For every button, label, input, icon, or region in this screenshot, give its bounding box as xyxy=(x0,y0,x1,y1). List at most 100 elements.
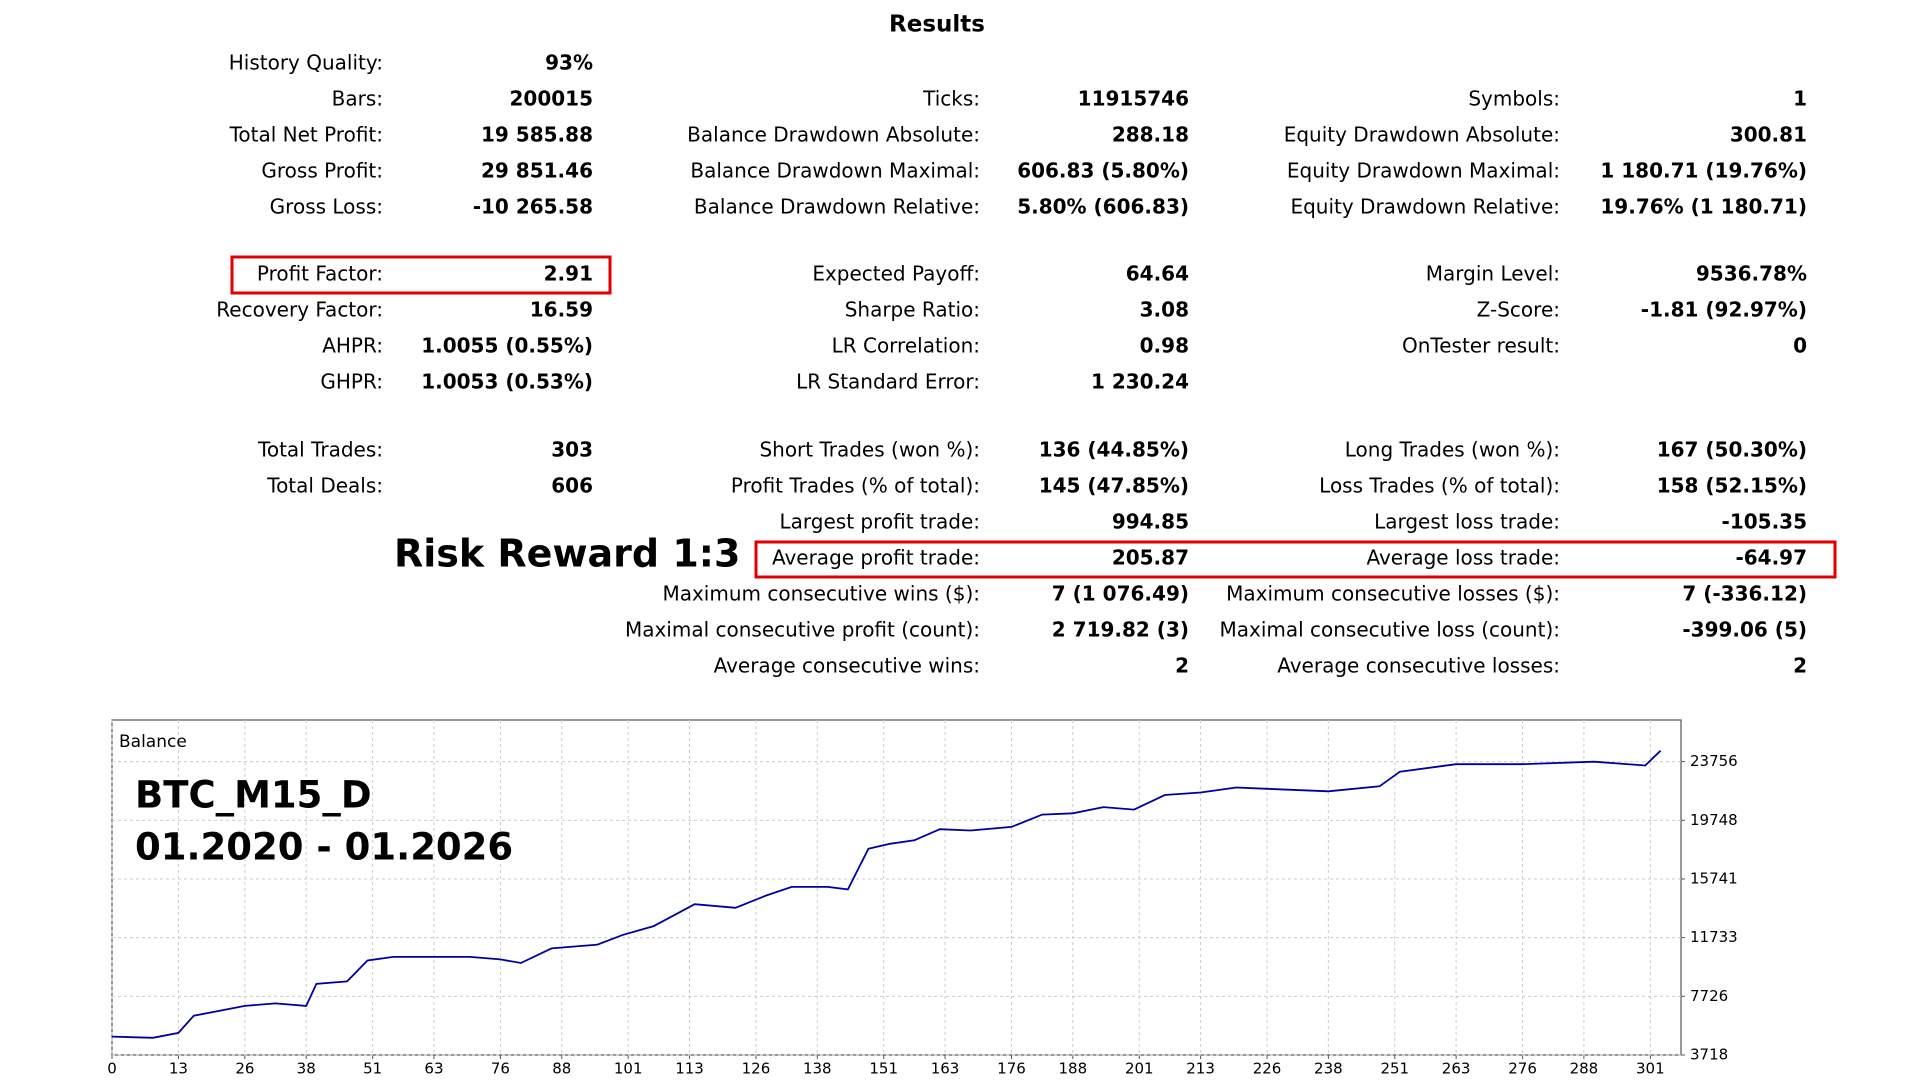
stat-value: 29 851.46 xyxy=(481,159,593,183)
stat-label: Short Trades (won %): xyxy=(759,438,980,462)
x-tick-label: 163 xyxy=(931,1060,960,1078)
y-tick-label: 11733 xyxy=(1690,928,1738,946)
x-tick-label: 126 xyxy=(742,1060,771,1078)
stat-value: 11915746 xyxy=(1078,87,1189,111)
stat-value: 16.59 xyxy=(530,298,593,322)
x-tick-label: 63 xyxy=(424,1060,443,1078)
stat-value: 3.08 xyxy=(1140,298,1189,322)
stat-value: 2 719.82 (3) xyxy=(1052,618,1189,642)
stat-label: AHPR: xyxy=(322,334,383,358)
stat-value: 2 xyxy=(1175,654,1189,678)
x-tick-label: 151 xyxy=(869,1060,898,1078)
stat-label: Margin Level: xyxy=(1426,262,1560,286)
stat-label: Expected Payoff: xyxy=(812,262,980,286)
y-tick-label: 3718 xyxy=(1690,1046,1728,1064)
x-tick-label: 226 xyxy=(1253,1060,1282,1078)
chart-annotation: 01.2020 - 01.2026 xyxy=(135,826,513,869)
x-tick-label: 288 xyxy=(1570,1060,1599,1078)
stat-label: Long Trades (won %): xyxy=(1345,438,1560,462)
stat-value: 205.87 xyxy=(1112,546,1189,570)
x-tick-label: 238 xyxy=(1314,1060,1343,1078)
stat-value: 1 180.71 (19.76%) xyxy=(1600,159,1807,183)
x-tick-label: 38 xyxy=(297,1060,316,1078)
stat-value: 2.91 xyxy=(544,262,593,286)
stat-label: Symbols: xyxy=(1468,87,1560,111)
stat-value: 0.98 xyxy=(1140,334,1189,358)
x-tick-label: 76 xyxy=(491,1060,510,1078)
stat-label: Largest profit trade: xyxy=(780,510,980,534)
stat-value: 300.81 xyxy=(1730,123,1807,147)
x-tick-label: 13 xyxy=(169,1060,188,1078)
x-tick-label: 51 xyxy=(363,1060,382,1078)
stat-label: Average loss trade: xyxy=(1366,546,1560,570)
stat-label: Equity Drawdown Absolute: xyxy=(1284,123,1560,147)
stat-label: Total Trades: xyxy=(257,438,383,462)
stat-label: Equity Drawdown Relative: xyxy=(1290,195,1560,219)
stat-value: -1.81 (92.97%) xyxy=(1641,298,1807,322)
stat-value: 200015 xyxy=(510,87,594,111)
stat-value: 19.76% (1 180.71) xyxy=(1600,195,1807,219)
stat-label: Average consecutive wins: xyxy=(714,654,980,678)
stat-label: Gross Loss: xyxy=(270,195,383,219)
stat-value: 1.0053 (0.53%) xyxy=(421,370,593,394)
results-title: Results xyxy=(889,12,985,38)
stat-value: 5.80% (606.83) xyxy=(1017,195,1189,219)
stat-label: History Quality: xyxy=(229,51,383,75)
stat-label: Maximum consecutive wins ($): xyxy=(662,582,980,606)
stat-value: 7 (-336.12) xyxy=(1682,582,1807,606)
stat-value: 994.85 xyxy=(1112,510,1189,534)
stat-value: -64.97 xyxy=(1735,546,1807,570)
stat-value: 167 (50.30%) xyxy=(1657,438,1807,462)
stat-label: LR Standard Error: xyxy=(796,370,980,394)
chart-frame xyxy=(111,719,1682,1056)
stat-value: 19 585.88 xyxy=(481,123,593,147)
stat-label: Equity Drawdown Maximal: xyxy=(1287,159,1560,183)
stat-value: 136 (44.85%) xyxy=(1039,438,1189,462)
x-tick-label: 113 xyxy=(675,1060,704,1078)
stat-value: 9536.78% xyxy=(1696,262,1807,286)
y-tick-label: 7726 xyxy=(1690,987,1728,1005)
x-tick-label: 301 xyxy=(1636,1060,1665,1078)
stat-label: Total Deals: xyxy=(266,474,383,498)
stat-value: 1 xyxy=(1793,87,1807,111)
x-tick-label: 0 xyxy=(107,1060,117,1078)
balance-line xyxy=(111,750,1662,1039)
stat-value: 145 (47.85%) xyxy=(1039,474,1189,498)
highlight-box xyxy=(230,255,612,295)
stat-label: OnTester result: xyxy=(1402,334,1560,358)
stat-value: 0 xyxy=(1793,334,1807,358)
stat-label: Sharpe Ratio: xyxy=(845,298,980,322)
stat-value: 158 (52.15%) xyxy=(1657,474,1807,498)
x-tick-label: 88 xyxy=(552,1060,571,1078)
stat-label: Average consecutive losses: xyxy=(1277,654,1560,678)
x-tick-label: 263 xyxy=(1442,1060,1471,1078)
stat-value: -105.35 xyxy=(1722,510,1807,534)
stat-value: 1.0055 (0.55%) xyxy=(421,334,593,358)
stat-label: Total Net Profit: xyxy=(229,123,383,147)
x-tick-label: 26 xyxy=(235,1060,254,1078)
stat-value: 288.18 xyxy=(1112,123,1189,147)
stat-value: 1 230.24 xyxy=(1091,370,1189,394)
x-tick-label: 251 xyxy=(1380,1060,1409,1078)
x-tick-label: 213 xyxy=(1186,1060,1215,1078)
stat-value: -10 265.58 xyxy=(473,195,593,219)
stat-value: 7 (1 076.49) xyxy=(1052,582,1189,606)
highlight-box xyxy=(754,540,1837,579)
stat-label: Loss Trades (% of total): xyxy=(1319,474,1560,498)
stat-label: Balance Drawdown Relative: xyxy=(694,195,980,219)
stat-label: Balance Drawdown Maximal: xyxy=(690,159,980,183)
stat-label: Gross Profit: xyxy=(261,159,383,183)
stat-value: 64.64 xyxy=(1126,262,1189,286)
stat-label: Maximal consecutive profit (count): xyxy=(625,618,980,642)
stat-value: 2 xyxy=(1793,654,1807,678)
y-tick-label: 15741 xyxy=(1690,869,1738,887)
stat-label: Maximum consecutive losses ($): xyxy=(1226,582,1560,606)
stat-value: 303 xyxy=(551,438,593,462)
stat-label: Ticks: xyxy=(922,87,980,111)
x-tick-label: 176 xyxy=(997,1060,1026,1078)
stat-value: 606.83 (5.80%) xyxy=(1017,159,1189,183)
stat-label: GHPR: xyxy=(320,370,383,394)
chart-title: Balance xyxy=(119,732,187,752)
x-tick-label: 188 xyxy=(1059,1060,1088,1078)
